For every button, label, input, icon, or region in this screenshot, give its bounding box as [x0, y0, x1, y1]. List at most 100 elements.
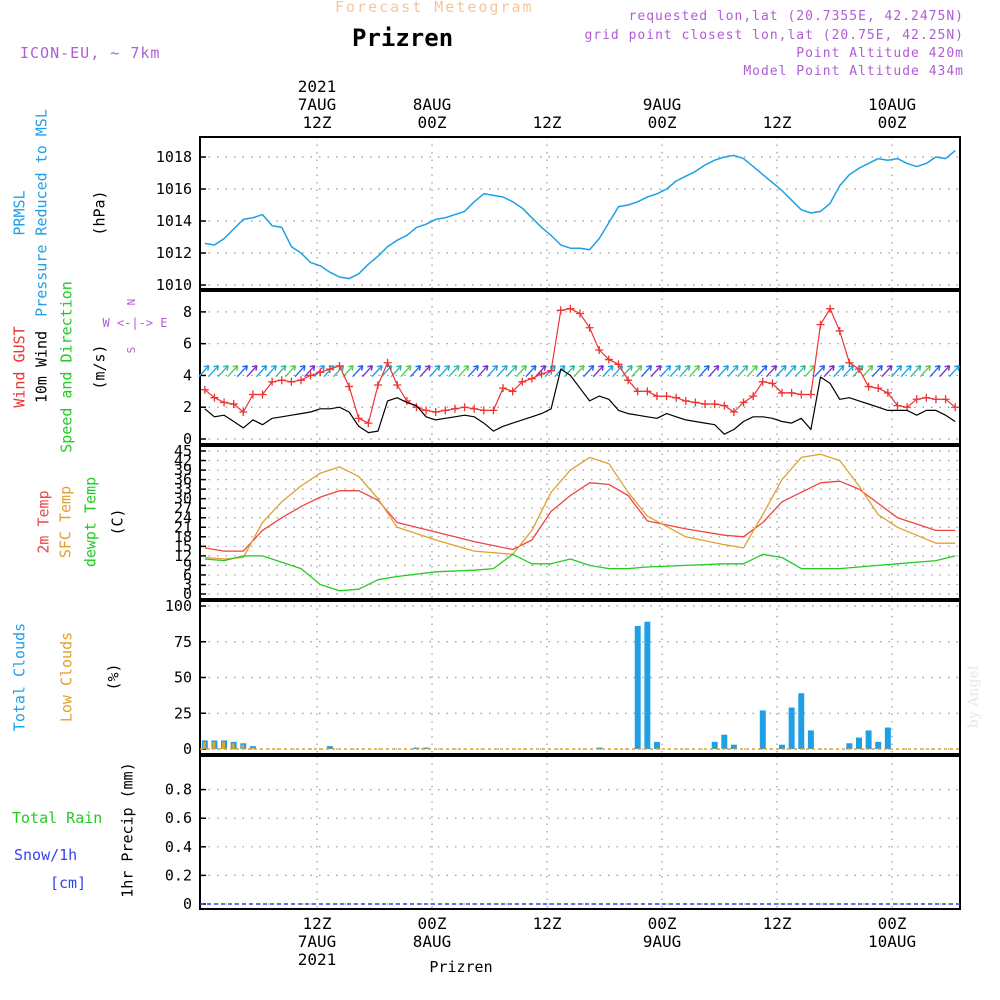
wind-arrow: [842, 365, 854, 378]
dewpoint-line: [204, 553, 956, 592]
total-cloud-bar: [711, 741, 718, 749]
wind-arrow-head: [780, 364, 787, 371]
panel-frame: [199, 136, 961, 290]
wind-arrow-head: [742, 364, 749, 371]
y-tick-label: 1016: [156, 180, 192, 198]
wind-arrow-head: [569, 364, 576, 371]
wind-gust-marker: [787, 388, 796, 397]
y-tick-label: 12: [174, 547, 192, 565]
panel-frame: [199, 445, 961, 600]
wind-gust-marker: [547, 366, 556, 375]
low-cloud-bar: [212, 741, 216, 749]
wind-arrow-head: [588, 364, 595, 371]
panel-precipitation: 0 0.2 0.4 0.6 0.8 Total Rain Snow/1h [cm] 1hr Pr…: [12, 755, 961, 913]
y-tick-label: 21: [174, 518, 192, 536]
wind-arrow-head: [800, 364, 806, 371]
y-tick-label: 0.8: [165, 781, 192, 799]
wind-arrow: [698, 365, 710, 378]
total-cloud-bar: [856, 737, 862, 749]
total-cloud-bar: [644, 621, 651, 749]
wind-gust-marker: [931, 395, 940, 404]
wind-gust-marker: [797, 390, 806, 399]
wind-arrow-head: [761, 364, 768, 371]
wind-arrow-head: [367, 364, 374, 371]
axis-label: 1hr Precip (mm): [119, 762, 137, 897]
product-title: Forecast Meteogram: [335, 0, 534, 16]
wind-arrow-head: [559, 364, 566, 371]
low-cloud-bar: [202, 741, 206, 749]
wind-gust-marker: [335, 361, 344, 370]
panel-frame: [199, 755, 961, 910]
total-cloud-bar: [596, 747, 603, 749]
wind-gust-marker: [922, 393, 931, 402]
time-label-top: 8AUG: [413, 95, 452, 114]
requested-coordinates: requested lon,lat (20.7355E, 42.2475N): [628, 9, 964, 24]
wind-gust-marker: [912, 395, 921, 404]
wind-gust-markers: [200, 304, 960, 428]
wind-arrow-head: [607, 364, 614, 371]
wind-10m-line: [204, 368, 956, 435]
total-cloud-bar: [884, 727, 891, 749]
y-tick-label: 0.6: [165, 809, 192, 827]
wind-arrow: [323, 365, 335, 378]
wind-gust-marker: [345, 382, 354, 391]
time-label-top: 9AUG: [643, 95, 682, 114]
axis-label: [cm]: [50, 874, 86, 892]
wind-gust-marker: [527, 374, 536, 383]
y-tick-label: 39: [174, 461, 192, 479]
axis-label: 2m Temp: [35, 490, 53, 553]
wind-gust-marker: [768, 379, 777, 388]
wind-arrow-head: [915, 364, 922, 371]
wind-gust-marker: [229, 400, 238, 409]
wind-arrow: [939, 365, 951, 378]
wind-arrow: [275, 365, 287, 378]
low-cloud-bar: [250, 747, 254, 749]
wind-arrow: [813, 365, 826, 378]
axis-label: 10m Wind: [33, 331, 51, 403]
y-tick-label: 0: [183, 895, 192, 913]
wind-gust-marker: [681, 396, 690, 405]
axis-label: (C): [109, 508, 127, 535]
wind-arrow-head: [376, 364, 383, 371]
wind-arrow: [794, 365, 806, 378]
total-cloud-bar: [779, 744, 786, 749]
time-label-top: 12Z: [763, 113, 792, 132]
y-tick-label: 0: [183, 430, 192, 448]
wind-gust-marker: [941, 395, 950, 404]
panel-frame: [199, 290, 961, 445]
cloud-bars: [200, 621, 960, 750]
y-tick-label: 27: [174, 499, 192, 517]
wind-arrow: [506, 365, 518, 378]
wind-arrow: [227, 365, 239, 378]
time-label-top: 10AUG: [868, 95, 916, 114]
wind-arrow: [804, 365, 816, 378]
wind-arrow-head: [819, 364, 826, 371]
wind-arrow: [400, 365, 412, 378]
y-tick-label: 45: [174, 442, 192, 460]
wind-gust-marker: [422, 406, 431, 415]
wind-arrow-head: [655, 364, 662, 371]
wind-arrow: [236, 365, 248, 378]
wind-arrow: [371, 365, 383, 378]
y-tick-label: 1012: [156, 244, 192, 262]
wind-arrow-head: [896, 364, 903, 371]
wind-arrow: [419, 365, 431, 378]
wind-gust-marker: [470, 404, 479, 413]
wind-arrow: [409, 365, 421, 378]
wind-arrow-head: [905, 364, 912, 371]
wind-arrow-head: [444, 364, 451, 371]
total-cloud-bar: [423, 747, 430, 749]
wind-gust-marker: [595, 346, 604, 355]
axis-label: PRMSL: [11, 190, 29, 235]
wind-arrow: [890, 365, 902, 378]
wind-arrow: [352, 365, 364, 378]
wind-gust-marker: [624, 376, 633, 385]
wind-gust-marker: [614, 360, 623, 369]
wind-arrow: [342, 365, 354, 378]
wind-gust-marker: [816, 320, 825, 329]
wind-arrow: [746, 365, 758, 378]
y-tick-label: 30: [174, 490, 192, 508]
wind-arrow: [515, 365, 527, 378]
wind-gust-marker: [729, 407, 738, 416]
wind-gust-marker: [393, 380, 402, 389]
